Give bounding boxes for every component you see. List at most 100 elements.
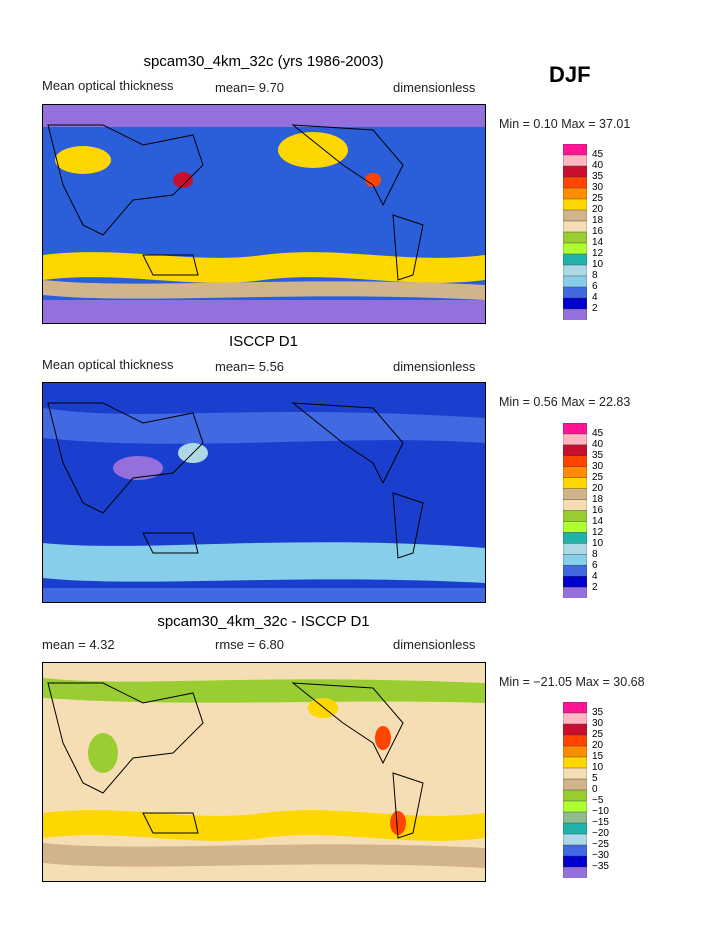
panel-3-mean-label: mean = 4.32 [42,637,115,652]
east-asia-max [173,172,193,188]
europe-high [55,146,111,174]
colorbar-tick-label: 0 [592,784,598,795]
arctic-band [43,105,485,127]
arctic-green-band [43,678,485,703]
colorbar-swatch [563,231,587,244]
panel-2-units-label: dimensionless [393,359,476,374]
colorbar-swatch [563,554,587,566]
colorbar-swatch [563,466,587,479]
panel-3-minmax: Min = −21.05 Max = 30.68 [499,675,645,689]
colorbar-tick-label: 6 [592,281,598,292]
colorbar-tick-label: 25 [592,472,604,483]
southern-band [43,542,485,583]
panel-2-left-label: Mean optical thickness [42,357,174,372]
colorbar-tick-label: 30 [592,461,604,472]
colorbar-tick-label: 45 [592,149,604,160]
colorbar-tick-label: 12 [592,248,604,259]
colorbar-swatch [563,800,587,813]
colorbar-tick-label: 20 [592,740,604,751]
colorbar-tick-label: −35 [592,861,609,872]
colorbar-swatch [563,286,587,299]
southern-tan-band [43,843,485,868]
colorbar-swatch [563,144,587,156]
colorbar-tick-label: 16 [592,505,604,516]
colorbar-swatch [563,756,587,769]
colorbar-tick-label: 18 [592,215,604,226]
panel-1-mean-label: mean= 9.70 [215,80,285,95]
colorbar-swatch [563,455,587,468]
north-pacific-high [278,132,348,168]
colorbar-swatch [563,154,587,167]
colorbar-swatch [563,510,587,523]
colorbar-tick-label: 40 [592,439,604,450]
panel-2-colorbar [563,423,587,598]
colorbar-tick-label: 40 [592,160,604,171]
colorbar-tick-label: 15 [592,751,604,762]
panel-1-colorbar-svg [563,144,587,320]
north-atlantic-max [365,173,381,187]
colorbar-tick-label: −25 [592,839,609,850]
colorbar-swatch [563,712,587,725]
colorbar-tick-label: 2 [592,303,598,314]
panel-2-map-svg [43,383,485,602]
colorbar-swatch [563,575,587,588]
colorbar-tick-label: 8 [592,549,598,560]
colorbar-tick-label: 10 [592,762,604,773]
panel-3-map [42,662,486,882]
colorbar-tick-label: 10 [592,259,604,270]
colorbar-tick-label: 25 [592,729,604,740]
coastlines [47,124,424,281]
antarctic-band [43,300,485,323]
colorbar-swatch [563,209,587,222]
colorbar-tick-label: −5 [592,795,604,806]
panel-1-map [42,104,486,324]
colorbar-swatch [563,789,587,802]
colorbar-tick-label: 16 [592,226,604,237]
colorbar-swatch [563,521,587,534]
colorbar-swatch [563,586,587,598]
africa-negative [88,733,118,773]
colorbar-swatch [563,866,587,878]
colorbar-tick-label: 2 [592,582,598,593]
colorbar-swatch [563,532,587,545]
colorbar-tick-label: 35 [592,171,604,182]
coastlines [47,682,424,839]
colorbar-swatch [563,488,587,501]
colorbar-tick-label: 30 [592,182,604,193]
season-label: DJF [549,62,591,87]
colorbar-tick-label: 10 [592,538,604,549]
colorbar-swatch [563,165,587,178]
colorbar-tick-label: 14 [592,237,604,248]
colorbar-swatch [563,253,587,266]
colorbar-tick-label: 5 [592,773,598,784]
colorbar-swatch [563,833,587,846]
colorbar-tick-label: −30 [592,850,609,861]
colorbar-tick-label: −20 [592,828,609,839]
colorbar-swatch [563,778,587,791]
colorbar-tick-label: 14 [592,516,604,527]
colorbar-swatch [563,198,587,211]
colorbar-tick-label: 20 [592,204,604,215]
colorbar-tick-label: 12 [592,527,604,538]
south-america-max [390,811,406,835]
panel-3-map-svg [43,663,485,881]
colorbar-swatch [563,176,587,189]
colorbar-swatch [563,423,587,435]
coastlines [47,402,424,559]
colorbar-swatch [563,745,587,758]
panel-3-colorbar-svg [563,702,587,878]
colorbar-tick-label: 20 [592,483,604,494]
colorbar-tick-label: 45 [592,428,604,439]
panel-2-mean-label: mean= 5.56 [215,359,285,374]
colorbar-swatch [563,564,587,577]
panel-3-rmse-label: rmse = 6.80 [215,637,285,652]
colorbar-swatch [563,433,587,446]
panel-3-colorbar [563,702,587,878]
colorbar-tick-label: −10 [592,806,609,817]
colorbar-tick-label: −15 [592,817,609,828]
colorbar-tick-label: 25 [592,193,604,204]
colorbar-swatch [563,477,587,490]
panel-2-minmax: Min = 0.56 Max = 22.83 [499,395,631,409]
colorbar-swatch [563,297,587,310]
panel-1-title: spcam30_4km_32c (yrs 1986-2003) [143,53,384,70]
